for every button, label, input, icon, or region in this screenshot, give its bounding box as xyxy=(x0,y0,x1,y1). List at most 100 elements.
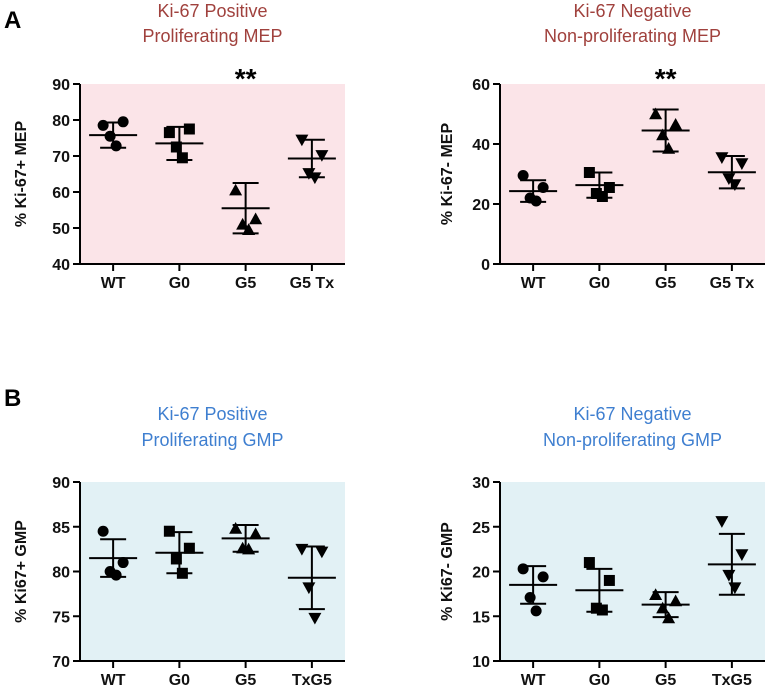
chart-title-line: Ki-67 Negative xyxy=(573,404,691,424)
x-tick-label: G5 xyxy=(655,672,676,689)
y-tick-label: 20 xyxy=(472,197,490,214)
data-point xyxy=(183,542,195,554)
y-tick-label: 80 xyxy=(52,565,70,582)
data-point xyxy=(735,158,749,170)
x-tick-label: WT xyxy=(101,672,126,689)
x-tick-label: G5 Tx xyxy=(290,275,335,292)
plot-background xyxy=(80,84,345,264)
data-point xyxy=(295,543,309,556)
data-point xyxy=(315,150,329,162)
series-g5-tx xyxy=(287,134,336,185)
y-tick-label: 20 xyxy=(472,565,490,582)
x-tick-label: G5 Tx xyxy=(710,275,755,292)
data-point xyxy=(530,195,542,207)
y-tick-label: 15 xyxy=(472,609,490,626)
data-point xyxy=(242,223,256,235)
y-tick-label: 75 xyxy=(52,609,70,626)
data-point xyxy=(170,553,182,565)
x-tick-label: TxG5 xyxy=(712,672,752,689)
data-point xyxy=(163,127,175,139)
series-g5 xyxy=(641,107,690,154)
data-point xyxy=(229,183,243,196)
x-tick-label: G0 xyxy=(169,275,190,292)
x-tick-label: G5 xyxy=(655,275,676,292)
x-tick-label: G5 xyxy=(235,672,256,689)
data-point xyxy=(183,123,195,135)
x-tick-label: WT xyxy=(101,275,126,292)
data-point xyxy=(249,212,263,225)
y-tick-label: 60 xyxy=(472,77,490,94)
data-point xyxy=(315,546,329,559)
x-tick-label: TxG5 xyxy=(292,672,332,689)
chart-title-line: Ki-67 Positive xyxy=(157,404,267,424)
y-tick-label: 70 xyxy=(52,654,70,671)
chart-title-line: Non-proliferating GMP xyxy=(543,430,722,450)
plot-background xyxy=(500,84,765,264)
series-g5 xyxy=(221,522,270,555)
significance-label: ** xyxy=(655,63,677,94)
data-point xyxy=(603,574,615,586)
data-point xyxy=(97,525,109,537)
y-tick-label: 80 xyxy=(52,113,70,130)
series-g0 xyxy=(575,167,624,202)
x-tick-label: G0 xyxy=(169,672,190,689)
series-g0 xyxy=(155,525,204,579)
data-point xyxy=(163,525,175,537)
chart-gmp-ki67-positive: Ki-67 Positive Proliferating GMP 70 75 80 85 9… xyxy=(13,404,345,689)
data-point xyxy=(110,140,122,152)
chart-title-line: Proliferating MEP xyxy=(142,26,282,46)
data-point xyxy=(722,173,736,185)
y-tick-label: 50 xyxy=(52,221,70,238)
series-wt xyxy=(509,563,558,617)
data-point xyxy=(596,604,608,616)
y-tick-label: 0 xyxy=(481,257,490,274)
data-point xyxy=(722,569,736,582)
plot-background xyxy=(80,482,345,661)
y-axis-label: % Ki67+ GMP xyxy=(13,520,30,623)
data-point xyxy=(176,567,188,579)
data-point xyxy=(517,170,529,181)
y-tick-label: 90 xyxy=(52,77,70,94)
data-point xyxy=(662,611,676,624)
x-tick-label: G0 xyxy=(589,672,610,689)
x-tick-label: WT xyxy=(521,275,546,292)
data-point xyxy=(649,588,663,600)
data-point xyxy=(170,141,182,153)
data-point xyxy=(662,142,676,154)
y-axis-label: % Ki-67- MEP xyxy=(439,123,456,226)
data-point xyxy=(590,188,602,199)
data-point xyxy=(669,594,683,607)
series-wt xyxy=(89,116,138,152)
y-tick-label: 10 xyxy=(472,654,490,671)
data-point xyxy=(524,591,536,603)
y-tick-label: 85 xyxy=(52,520,70,537)
data-point xyxy=(229,522,243,534)
data-point xyxy=(735,549,749,561)
data-point xyxy=(308,172,322,185)
data-point xyxy=(302,168,316,180)
data-point xyxy=(110,569,122,581)
y-tick-label: 40 xyxy=(52,257,70,274)
y-tick-label: 40 xyxy=(472,137,490,154)
data-point xyxy=(97,119,109,131)
series-g5-tx xyxy=(707,152,756,191)
data-point xyxy=(530,605,542,617)
data-point xyxy=(583,167,595,178)
data-point xyxy=(537,571,549,583)
series-g0 xyxy=(575,557,624,616)
x-tick-label: WT xyxy=(521,672,546,689)
y-tick-label: 70 xyxy=(52,149,70,166)
data-point xyxy=(728,179,742,191)
y-tick-label: 90 xyxy=(52,475,70,492)
data-point xyxy=(728,582,742,595)
data-point xyxy=(242,542,256,555)
y-axis-label: % Ki-67+ MEP xyxy=(13,121,30,228)
series-g5 xyxy=(641,588,690,624)
data-point xyxy=(249,527,263,540)
chart-title-line: Ki-67 Negative xyxy=(573,1,691,21)
chart-mep-ki67-negative: Ki-67 Negative Non-proliferating MEP 0 20 40… xyxy=(439,1,765,292)
data-point xyxy=(236,217,250,230)
data-point xyxy=(302,582,316,595)
y-axis-label: % Ki67- GMP xyxy=(439,522,456,621)
